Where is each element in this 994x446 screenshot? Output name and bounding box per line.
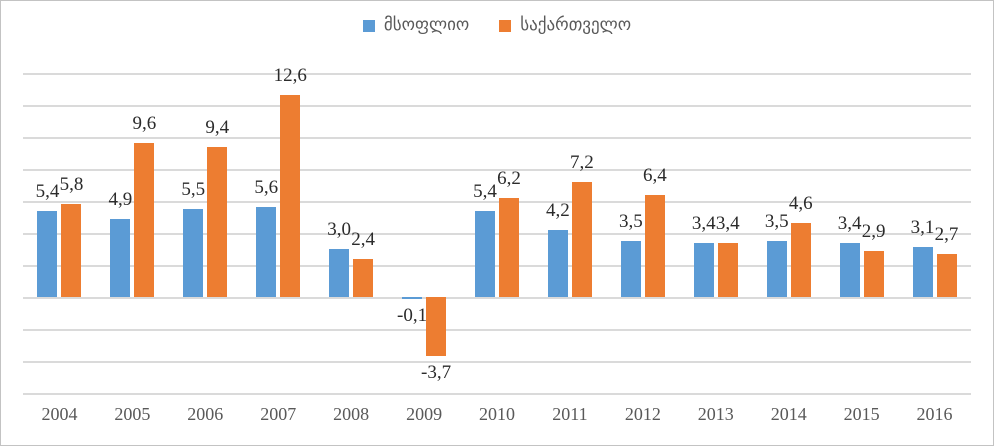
x-axis-label-2015: 2015 [843,404,880,424]
data-label-world-2016: 3,1 [910,217,935,239]
chart-legend: მსოფლიო საქართველო [1,17,993,34]
data-label-georgia-2015: 2,9 [861,220,886,242]
x-axis-label-2011: 2011 [552,404,588,424]
data-label-georgia-2009: -3,7 [421,362,452,384]
bar-georgia-2006 [207,146,228,297]
gridline [23,137,971,139]
bar-georgia-2007 [280,95,301,297]
data-label-georgia-2012: 6,4 [642,164,667,186]
data-label-georgia-2014: 4,6 [788,193,813,215]
data-label-world-2015: 3,4 [837,212,862,234]
bar-world-2010 [475,210,495,297]
data-label-world-2007: 5,6 [254,177,279,199]
data-label-georgia-2016: 2,7 [934,223,959,245]
gridline [23,169,971,171]
x-axis-line [23,297,971,299]
bar-georgia-2004 [61,204,82,297]
bar-world-2008 [329,249,350,297]
data-label-world-2013: 3,4 [691,212,716,234]
gridline [23,201,971,203]
x-axis-label-2010: 2010 [479,404,515,424]
gridline [23,105,971,107]
bar-world-2009 [402,297,423,299]
data-label-world-2012: 3,5 [618,211,643,232]
x-axis-label-2007: 2007 [260,404,297,424]
x-axis-label-2012: 2012 [624,404,661,424]
bar-georgia-2010 [499,197,519,297]
legend-swatch-world-icon [362,19,375,32]
data-label-georgia-2011: 7,2 [570,151,594,173]
data-label-world-2005: 4,9 [108,188,133,210]
data-label-world-2008: 3,0 [327,219,352,240]
bar-world-2015 [839,242,860,297]
data-label-georgia-2008: 2,4 [351,228,376,250]
bar-world-2004 [37,210,58,297]
x-axis-label-2016: 2016 [916,404,953,424]
x-axis-label-2006: 2006 [187,404,224,424]
gridline [23,329,971,331]
data-label-world-2014: 3,5 [764,211,789,232]
data-label-world-2004: 5,4 [35,180,60,202]
gridline [23,361,971,363]
bar-world-2014 [766,241,787,297]
legend-item-world: მსოფლიო [362,15,470,35]
data-label-world-2011: 4,2 [546,199,570,221]
data-label-world-2009: -0,1 [397,304,428,326]
x-axis-label-2005: 2005 [114,404,151,424]
legend-item-georgia: საქართველო [499,17,631,34]
legend-label-world: მსოფლიო [383,15,470,35]
x-axis-label-2013: 2013 [697,404,734,424]
bar-georgia-2009 [426,297,447,357]
bar-georgia-2008 [353,258,374,297]
gridline [23,73,971,75]
legend-swatch-georgia-icon [499,19,512,32]
bar-world-2011 [547,229,568,297]
gridline [23,233,971,235]
data-label-georgia-2013: 3,4 [715,212,740,234]
bar-world-2007 [256,207,277,297]
bar-georgia-2011 [571,181,592,297]
legend-label-georgia: საქართველო [520,15,632,35]
data-label-georgia-2004: 5,8 [59,174,84,196]
bar-world-2016 [912,247,933,297]
data-label-georgia-2007: 12,6 [273,65,307,87]
x-axis-label-2008: 2008 [333,404,370,424]
bar-world-2013 [693,242,714,297]
x-axis-label-2014: 2014 [770,404,807,424]
x-axis-label-2004: 2004 [41,404,78,424]
gridline [23,393,971,395]
gridline [23,265,971,267]
bar-world-2006 [183,209,204,297]
bar-georgia-2005 [134,143,155,297]
data-label-world-2010: 5,4 [473,180,497,202]
bar-georgia-2012 [644,194,665,297]
data-label-world-2006: 5,5 [181,179,206,200]
bar-world-2005 [110,218,131,297]
bar-georgia-2013 [717,242,738,297]
bar-georgia-2014 [790,223,811,297]
data-label-georgia-2005: 9,6 [132,113,157,135]
x-axis-label-2009: 2009 [406,404,443,424]
data-label-georgia-2006: 9,4 [205,116,230,138]
bar-georgia-2015 [863,250,884,297]
bar-world-2012 [620,241,641,297]
bar-georgia-2016 [936,253,957,297]
data-label-georgia-2010: 6,2 [497,167,521,189]
